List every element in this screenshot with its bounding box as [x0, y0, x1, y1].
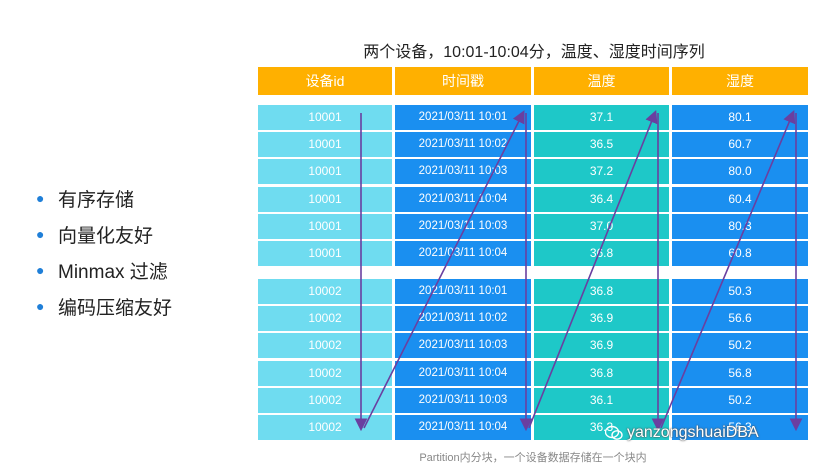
- cell-device-id: 10002: [258, 414, 392, 440]
- cell-temperature: 36.5: [534, 132, 669, 158]
- cell-humidity: 56.8: [672, 360, 808, 386]
- cell-device-id: 10001: [258, 240, 392, 266]
- cell-timestamp: 2021/03/11 10:01: [395, 279, 531, 304]
- feature-item: ● Minmax 过滤: [36, 252, 172, 288]
- header-humidity: 湿度: [672, 67, 808, 95]
- bullet-dot-icon: ●: [36, 226, 45, 242]
- watermark-text: yanzongshuaiDBA: [627, 424, 759, 441]
- cell-humidity: 50.3: [672, 279, 808, 304]
- cell-timestamp: 2021/03/11 10:01: [395, 105, 531, 130]
- cell-temperature: 36.4: [534, 186, 669, 212]
- header-temperature: 温度: [534, 67, 669, 95]
- bullet-dot-icon: ●: [36, 298, 45, 314]
- table-row: 10001 2021/03/11 10:01 37.1 80.1: [258, 105, 811, 132]
- device-block-10001: 10001 2021/03/11 10:01 37.1 80.1 10001 2021/0…: [258, 105, 811, 268]
- watermark: yanzongshuaiDBA: [605, 424, 759, 442]
- cell-temperature: 36.8: [534, 240, 669, 266]
- cell-device-id: 10002: [258, 306, 392, 332]
- cell-temperature: 36.9: [534, 333, 669, 359]
- table-row: 10002 2021/03/11 10:02 36.9 56.6: [258, 306, 811, 333]
- cell-humidity: 60.8: [672, 240, 808, 266]
- cell-temperature: 36.1: [534, 387, 669, 413]
- feature-label: 编码压缩友好: [58, 297, 173, 319]
- feature-item: ● 有序存储: [36, 180, 172, 216]
- cell-humidity: 56.6: [672, 306, 808, 332]
- feature-label: Minmax 过滤: [58, 261, 168, 283]
- cell-timestamp: 2021/03/11 10:04: [395, 360, 531, 386]
- cell-temperature: 36.8: [534, 279, 669, 304]
- cell-humidity: 60.7: [672, 132, 808, 158]
- table-row: 10001 2021/03/11 10:02 36.5 60.7: [258, 132, 811, 159]
- cell-humidity: 50.2: [672, 333, 808, 359]
- cell-timestamp: 2021/03/11 10:04: [395, 240, 531, 266]
- cell-temperature: 36.8: [534, 360, 669, 386]
- cell-timestamp: 2021/03/11 10:02: [395, 306, 531, 332]
- table-row: 10002 2021/03/11 10:01 36.8 50.3: [258, 279, 811, 306]
- bullet-dot-icon: ●: [36, 190, 45, 206]
- feature-item: ● 向量化友好: [36, 216, 172, 252]
- cell-humidity: 50.2: [672, 387, 808, 413]
- table-row: 10001 2021/03/11 10:03 37.0 80.3: [258, 213, 811, 241]
- cell-humidity: 60.4: [672, 186, 808, 212]
- cell-device-id: 10001: [258, 105, 392, 130]
- cell-device-id: 10002: [258, 387, 392, 413]
- header-device-id: 设备id: [258, 67, 392, 95]
- cell-timestamp: 2021/03/11 10:02: [395, 132, 531, 158]
- cell-device-id: 10001: [258, 159, 392, 185]
- table-row: 10002 2021/03/11 10:03 36.9 50.2: [258, 333, 811, 360]
- cell-device-id: 10002: [258, 360, 392, 386]
- cell-humidity: 80.3: [672, 213, 808, 239]
- table-row: 10002 2021/03/11 10:04 36.8 56.8: [258, 360, 811, 388]
- table-header: 设备id 时间戳 温度 湿度: [258, 67, 811, 95]
- diagram-title: 两个设备，10:01-10:04分，温度、湿度时间序列: [363, 44, 705, 61]
- cell-timestamp: 2021/03/11 10:03: [395, 333, 531, 359]
- cell-humidity: 80.1: [672, 105, 808, 130]
- table-row: 10001 2021/03/11 10:03 37.2 80.0: [258, 159, 811, 186]
- partition-caption: Partition内分块，一个设备数据存储在一个块内: [419, 452, 647, 464]
- feature-label: 有序存储: [58, 189, 135, 211]
- cell-timestamp: 2021/03/11 10:04: [395, 186, 531, 212]
- feature-label: 向量化友好: [58, 225, 154, 247]
- cell-timestamp: 2021/03/11 10:03: [395, 213, 531, 239]
- table-row: 10002 2021/03/11 10:03 36.1 50.2: [258, 387, 811, 415]
- cell-device-id: 10002: [258, 333, 392, 359]
- table-row: 10001 2021/03/11 10:04 36.4 60.4: [258, 186, 811, 214]
- cell-temperature: 37.1: [534, 105, 669, 130]
- cell-device-id: 10001: [258, 186, 392, 212]
- cell-timestamp: 2021/03/11 10:03: [395, 159, 531, 185]
- cell-timestamp: 2021/03/11 10:04: [395, 414, 531, 440]
- cell-humidity: 80.0: [672, 159, 808, 185]
- header-timestamp: 时间戳: [395, 67, 531, 95]
- feature-item: ● 编码压缩友好: [36, 288, 172, 324]
- cell-temperature: 36.9: [534, 306, 669, 332]
- bullet-dot-icon: ●: [36, 262, 45, 278]
- cell-device-id: 10001: [258, 132, 392, 158]
- cell-device-id: 10001: [258, 213, 392, 239]
- device-block-10002: 10002 2021/03/11 10:01 36.8 50.3 10002 2021/0…: [258, 279, 811, 442]
- feature-list: ● 有序存储 ● 向量化友好 ● Minmax 过滤 ● 编码压缩友好: [36, 180, 172, 324]
- cell-temperature: 37.0: [534, 213, 669, 239]
- cell-timestamp: 2021/03/11 10:03: [395, 387, 531, 413]
- cell-device-id: 10002: [258, 279, 392, 304]
- cell-temperature: 37.2: [534, 159, 669, 185]
- wechat-icon: [605, 425, 623, 440]
- table-row: 10001 2021/03/11 10:04 36.8 60.8: [258, 240, 811, 268]
